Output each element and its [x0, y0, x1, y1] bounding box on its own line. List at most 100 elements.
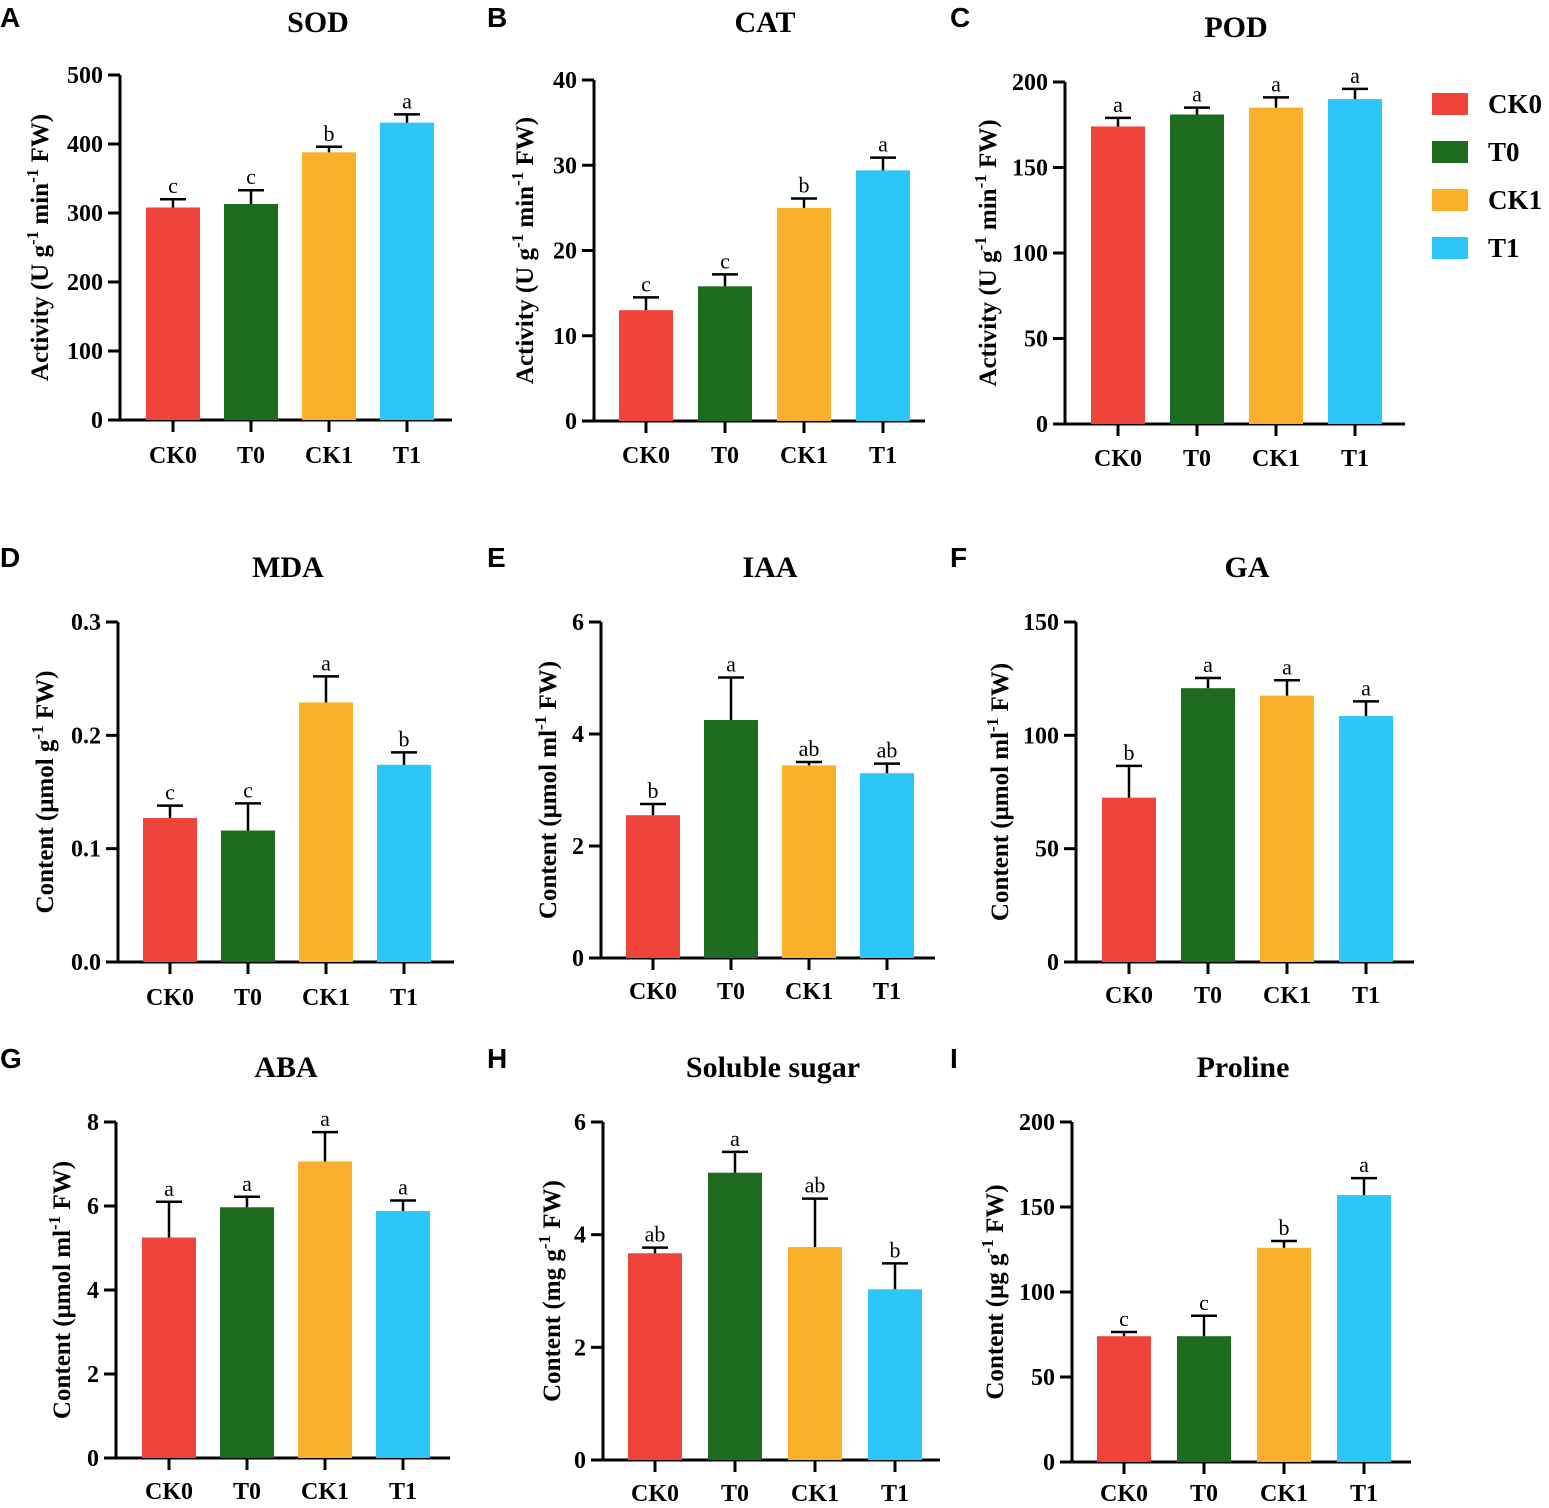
- significance-label: a: [878, 132, 888, 157]
- bar-t1: [868, 1289, 922, 1460]
- y-axis-label: Content (μmol ml-1 FW): [45, 1161, 76, 1419]
- significance-label: a: [320, 1106, 330, 1131]
- x-tick-label: CK0: [1100, 1481, 1148, 1507]
- panel-letter: I: [950, 1043, 958, 1074]
- bar-t1: [860, 773, 914, 958]
- significance-label: ab: [805, 1173, 826, 1198]
- significance-label: c: [720, 248, 730, 273]
- y-tick-label: 50: [1024, 327, 1048, 353]
- y-tick-label: 0: [574, 1448, 586, 1474]
- y-axis-label: Activity (U g-1 min-1 FW): [508, 117, 539, 384]
- y-tick-label: 4: [572, 722, 584, 748]
- x-tick-label: T1: [1341, 446, 1369, 472]
- y-axis-label-superscript: -1: [23, 231, 42, 245]
- x-tick-label: T0: [237, 443, 265, 469]
- panel-letter: E: [487, 542, 506, 573]
- significance-label: b: [648, 778, 659, 803]
- y-tick-label: 10: [553, 324, 577, 350]
- x-tick-label: T0: [1194, 983, 1222, 1009]
- y-tick-label: 4: [87, 1278, 99, 1304]
- significance-label: a: [321, 650, 331, 675]
- significance-label: a: [398, 1175, 408, 1200]
- legend-swatch-t0: [1432, 141, 1468, 163]
- bar-ck1: [782, 765, 836, 958]
- y-axis-label-superscript: -1: [971, 174, 990, 188]
- y-tick-label: 500: [67, 63, 103, 89]
- significance-label: c: [243, 777, 253, 802]
- significance-label: a: [1113, 92, 1123, 117]
- chart-panel-i: I Proline 0 50 100 150 200 Content (μg g-1 FW) c…: [950, 1043, 1411, 1507]
- y-tick-label: 200: [1012, 70, 1048, 96]
- significance-label: a: [726, 651, 736, 676]
- bar-ck1: [302, 152, 356, 420]
- y-axis-label-part: FW): [975, 119, 1002, 174]
- y-axis-label-part: FW): [32, 671, 59, 726]
- y-tick-label: 150: [1012, 156, 1048, 182]
- x-tick-label: T1: [390, 985, 418, 1011]
- y-tick-label: 200: [1019, 1110, 1055, 1136]
- bar-ck1: [1249, 107, 1303, 425]
- chart-title: SOD: [287, 6, 349, 39]
- y-tick-label: 50: [1035, 837, 1059, 863]
- significance-label: b: [324, 121, 335, 146]
- significance-label: a: [1192, 82, 1202, 107]
- bar-t1: [380, 122, 434, 421]
- y-axis-label: Content (mg g-1 FW): [535, 1180, 566, 1402]
- chart-title: IAA: [742, 551, 797, 584]
- x-tick-label: CK1: [1260, 1481, 1308, 1507]
- y-tick-label: 400: [67, 132, 103, 158]
- y-axis-label-part: min: [975, 188, 1002, 236]
- y-tick-label: 8: [87, 1110, 99, 1136]
- y-tick-label: 0.0: [71, 950, 101, 976]
- x-tick-label: CK0: [631, 1481, 679, 1507]
- y-tick-label: 0: [1036, 412, 1048, 438]
- chart-title: Proline: [1197, 1051, 1290, 1084]
- y-tick-label: 4: [574, 1223, 586, 1249]
- y-axis-label-part: FW): [539, 1180, 566, 1235]
- x-tick-label: CK1: [1263, 983, 1311, 1009]
- y-tick-label: 2: [87, 1362, 99, 1388]
- significance-label: b: [799, 172, 810, 197]
- bar-ck0: [628, 1253, 682, 1460]
- y-tick-label: 0: [87, 1446, 99, 1472]
- bar-t0: [1181, 688, 1235, 962]
- significance-label: a: [1361, 675, 1371, 700]
- significance-label: ab: [799, 736, 820, 761]
- panel-letter: D: [0, 542, 20, 573]
- bar-t0: [221, 830, 275, 962]
- y-tick-label: 30: [553, 153, 577, 179]
- chart-panel-f: F GA 0 50 100 150 Content (μmol ml-1 FW) b CK0 a T…: [950, 542, 1414, 1009]
- x-tick-label: T1: [873, 979, 901, 1005]
- y-tick-label: 200: [67, 270, 103, 296]
- y-axis-label-part: FW): [982, 1184, 1009, 1239]
- x-tick-label: T0: [234, 985, 262, 1011]
- x-tick-label: CK1: [305, 443, 353, 469]
- legend-swatch-ck0: [1432, 93, 1468, 115]
- y-tick-label: 150: [1019, 1195, 1055, 1221]
- panel-letter: B: [487, 2, 507, 33]
- x-tick-label: CK0: [1105, 983, 1153, 1009]
- y-tick-label: 150: [1023, 610, 1059, 636]
- y-tick-label: 6: [574, 1110, 586, 1136]
- y-tick-label: 0: [1047, 950, 1059, 976]
- y-axis-label-part: Activity (U g: [27, 245, 54, 382]
- bar-ck1: [777, 207, 831, 421]
- bar-t1: [1339, 716, 1393, 962]
- significance-label: ab: [645, 1222, 666, 1247]
- y-tick-label: 2: [572, 834, 584, 860]
- y-axis-label: Content (μg g-1 FW): [978, 1184, 1009, 1399]
- y-axis-label-part: FW): [535, 661, 562, 716]
- x-tick-label: T1: [869, 443, 897, 469]
- x-tick-label: CK1: [780, 443, 828, 469]
- bar-t0: [704, 720, 758, 958]
- chart-title: MDA: [252, 551, 324, 584]
- bar-ck1: [298, 1161, 352, 1458]
- bar-t0: [224, 204, 278, 420]
- y-axis-label-part: FW): [49, 1161, 76, 1216]
- bar-ck0: [143, 818, 197, 962]
- legend-swatch-t1: [1432, 237, 1468, 259]
- chart-title: ABA: [254, 1051, 318, 1084]
